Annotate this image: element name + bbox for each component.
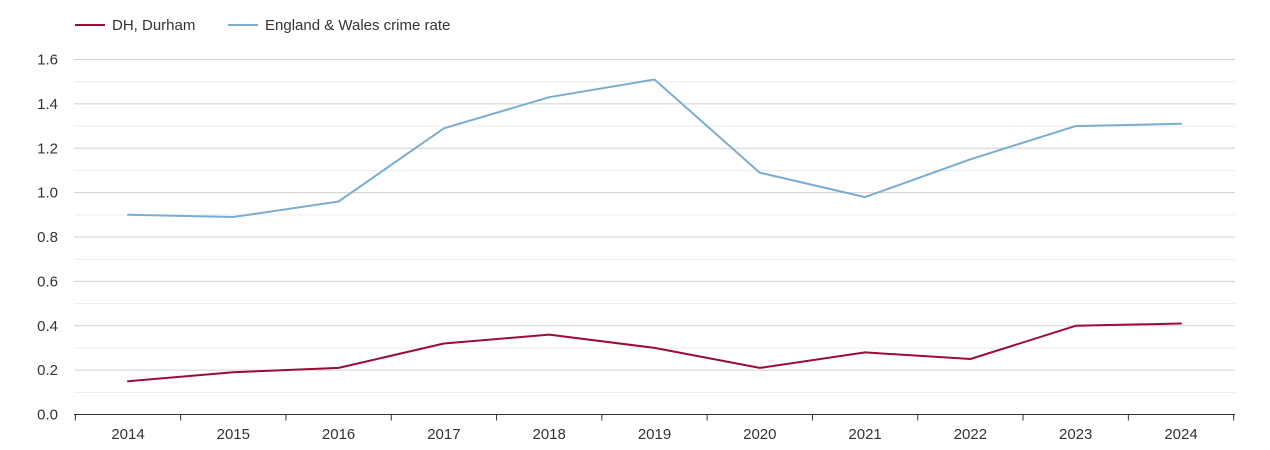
x-tick-label: 2019 <box>638 426 671 443</box>
x-axis: 2014 2015 2016 2017 2018 2019 2020 2021 2022 2023… <box>74 414 1235 443</box>
legend-label: England & Wales crime rate <box>265 17 450 34</box>
y-tick-label: 0.4 <box>37 318 58 335</box>
y-tick-label: 0.6 <box>37 273 58 290</box>
y-tick-label: 1.6 <box>37 52 58 69</box>
y-tick-label: 0.8 <box>37 229 58 246</box>
legend: DH, Durham England & Wales crime rate <box>75 17 450 34</box>
y-tick-label: 1.0 <box>37 185 58 202</box>
y-tick-label: 0.0 <box>37 407 58 424</box>
x-tick-label: 2016 <box>322 426 355 443</box>
x-tick-label: 2014 <box>111 426 144 443</box>
y-tick-label: 1.4 <box>37 96 58 113</box>
series-line-1 <box>127 78 1182 218</box>
y-tick-label: 0.2 <box>37 362 58 379</box>
x-tick-label: 2017 <box>427 426 460 443</box>
x-tick-label: 2021 <box>848 426 881 443</box>
x-tick-label: 2024 <box>1164 426 1197 443</box>
x-tick-label: 2022 <box>954 426 987 443</box>
y-axis: 0.0 0.2 0.4 0.6 0.8 1.0 1.2 1.4 1.6 <box>37 52 58 424</box>
x-tick-label: 2020 <box>743 426 776 443</box>
y-tick-label: 1.2 <box>37 140 58 157</box>
x-tick-label: 2018 <box>533 426 566 443</box>
x-tick-label: 2023 <box>1059 426 1092 443</box>
series-layer <box>127 78 1182 383</box>
grid-lines <box>74 59 1235 393</box>
series-line-0 <box>127 322 1182 383</box>
legend-label: DH, Durham <box>112 17 195 34</box>
x-tick-label: 2015 <box>217 426 250 443</box>
